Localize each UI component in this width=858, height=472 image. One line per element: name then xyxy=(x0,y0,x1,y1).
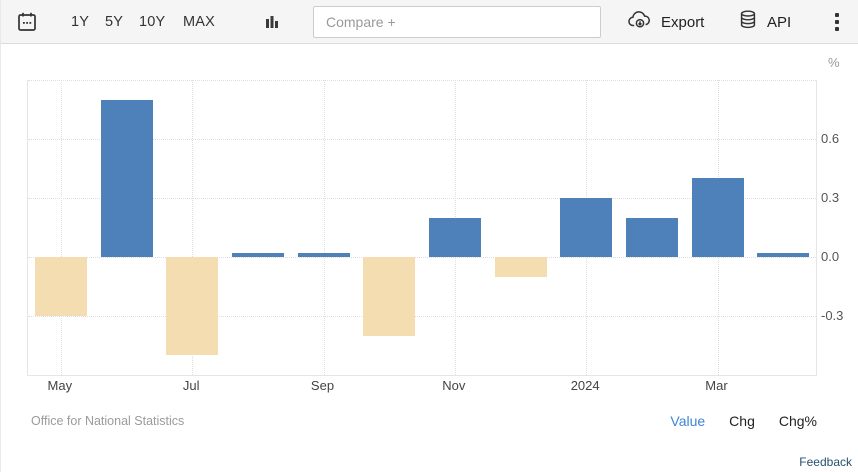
api-label: API xyxy=(767,13,792,31)
bar-oct xyxy=(363,257,416,336)
x-axis-tick-label: May xyxy=(47,378,73,393)
y-axis-tick-label: 0.0 xyxy=(821,249,840,264)
bar-jun xyxy=(100,99,153,257)
export-button[interactable]: Export xyxy=(627,0,704,44)
feedback-link[interactable]: Feedback xyxy=(799,455,852,469)
chart-type-button[interactable] xyxy=(263,0,281,44)
tab-chg-pct[interactable]: Chg% xyxy=(778,413,817,429)
range-1y-button[interactable]: 1Y xyxy=(71,14,90,30)
x-axis-tick-label: Sep xyxy=(310,378,335,393)
tab-chg[interactable]: Chg xyxy=(729,413,755,429)
bar-feb xyxy=(625,217,678,257)
bar-apr xyxy=(757,253,810,257)
gridline-horizontal xyxy=(28,80,816,81)
plot-area xyxy=(27,80,817,376)
y-axis-unit-label: % xyxy=(828,55,840,70)
y-axis-tick-label: -0.3 xyxy=(821,308,844,323)
calendar-button[interactable] xyxy=(15,0,39,44)
gridline-horizontal xyxy=(28,198,816,199)
range-max-button[interactable]: MAX xyxy=(183,14,216,30)
gridline-horizontal xyxy=(28,316,816,317)
compare-input[interactable] xyxy=(313,6,601,38)
series-mode-tabs: Value Chg Chg% xyxy=(670,413,817,429)
toolbar: 1Y 5Y 10Y MAX Exp xyxy=(1,0,858,44)
bar-mar xyxy=(691,178,744,257)
export-label: Export xyxy=(661,13,705,31)
y-axis-tick-label: 0.6 xyxy=(821,131,840,146)
more-options-button[interactable] xyxy=(829,0,845,44)
api-button[interactable]: API xyxy=(737,0,791,44)
range-10y-button[interactable]: 10Y xyxy=(139,14,166,30)
x-axis-tick-label: Mar xyxy=(705,378,728,393)
kebab-menu-icon xyxy=(835,13,839,31)
database-icon xyxy=(737,9,759,35)
bar-jan-2024 xyxy=(560,198,613,257)
bar-aug xyxy=(231,253,284,257)
bar-jul xyxy=(166,257,219,356)
x-axis-tick-label: Nov xyxy=(442,378,466,393)
source-attribution: Office for National Statistics xyxy=(31,414,185,428)
x-axis-tick-label: Jul xyxy=(182,378,200,393)
range-5y-button[interactable]: 5Y xyxy=(105,14,124,30)
y-axis-tick-label: 0.3 xyxy=(821,190,840,205)
gridline-horizontal xyxy=(28,257,816,258)
bar-sep xyxy=(297,253,350,257)
bar-dec xyxy=(494,257,547,277)
x-axis-tick-label: 2024 xyxy=(570,378,600,393)
bar-may xyxy=(34,257,87,316)
calendar-icon xyxy=(15,10,39,34)
gridline-vertical xyxy=(192,80,194,375)
gridline-vertical xyxy=(60,80,62,375)
gridline-horizontal xyxy=(28,139,816,140)
bar-nov xyxy=(428,217,481,257)
cloud-download-icon xyxy=(627,9,653,35)
tab-value[interactable]: Value xyxy=(670,413,706,429)
gridline-vertical xyxy=(323,80,325,375)
column-chart-icon xyxy=(263,12,281,32)
